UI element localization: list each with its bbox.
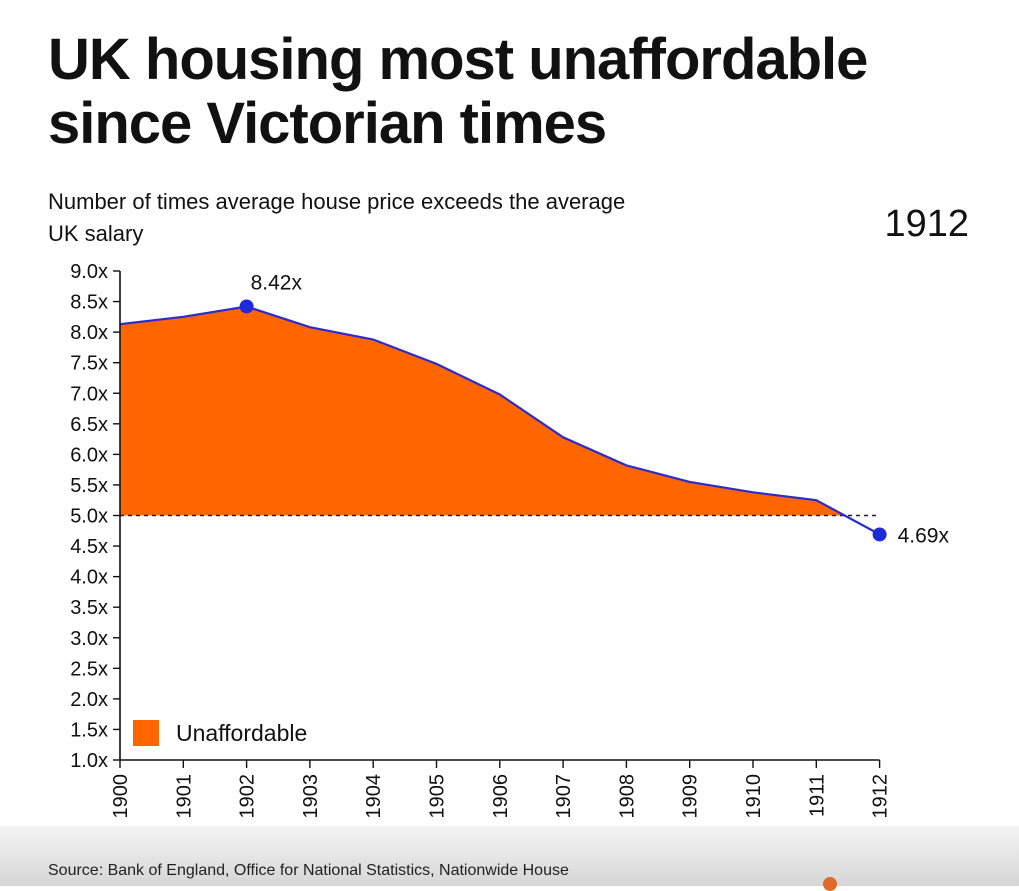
x-tick-label: 1904 <box>363 774 385 819</box>
x-tick-label: 1902 <box>237 774 259 819</box>
annotation-label: 8.42x <box>251 271 303 294</box>
house-price-ratio-chart: 1.0x 1.5x 2.0x 2.5x 3.0x 3.5x 4.0x 4.5x 5.0x 5.5x… <box>70 261 950 819</box>
chart-title: UK housing most unaffordable since Victo… <box>48 27 868 156</box>
y-tick-label: 3.0x <box>70 628 108 650</box>
x-tick-label: 1908 <box>616 774 638 819</box>
annotation-marker <box>872 527 887 542</box>
annotation-label: 4.69x <box>898 524 950 547</box>
source-note: Source: Bank of England, Office for Nati… <box>48 862 569 879</box>
y-tick-label: 7.0x <box>70 383 108 405</box>
y-tick-label: 1.0x <box>70 750 108 772</box>
footer-band <box>0 826 1019 886</box>
y-tick-label: 2.5x <box>70 658 108 680</box>
x-tick-label: 1912 <box>870 774 892 819</box>
y-tick-label: 4.5x <box>70 536 108 558</box>
y-tick-label: 9.0x <box>70 261 108 283</box>
y-tick-label: 5.5x <box>70 475 108 497</box>
legend-label: Unaffordable <box>176 720 307 746</box>
x-tick-label: 1903 <box>300 774 322 819</box>
x-tick-label: 1900 <box>110 774 132 819</box>
progress-dot <box>823 877 837 891</box>
y-tick-label: 6.0x <box>70 444 108 466</box>
y-tick-label: 7.5x <box>70 353 108 375</box>
x-tick-label: 1905 <box>427 774 449 819</box>
x-tick-label: 1911 <box>806 774 828 817</box>
y-tick-label: 8.0x <box>70 322 108 344</box>
y-tick-label: 6.5x <box>70 414 108 436</box>
y-tick-label: 2.0x <box>70 689 108 711</box>
x-tick-label: 1906 <box>490 774 512 819</box>
x-tick-label: 1901 <box>173 774 195 819</box>
y-tick-label: 4.0x <box>70 567 108 589</box>
x-tick-label: 1907 <box>553 774 575 819</box>
annotation-marker <box>239 299 254 314</box>
legend-swatch <box>133 720 159 746</box>
x-tick-label: 1909 <box>680 774 702 819</box>
current-year-label: 1912 <box>884 203 969 245</box>
chart-subtitle: Number of times average house price exce… <box>48 189 626 246</box>
y-tick-label: 5.0x <box>70 506 108 528</box>
y-tick-label: 3.5x <box>70 597 108 619</box>
x-tick-label: 1910 <box>743 774 765 819</box>
y-tick-label: 8.5x <box>70 292 108 314</box>
unaffordable-area <box>120 306 845 516</box>
y-tick-label: 1.5x <box>70 719 108 741</box>
